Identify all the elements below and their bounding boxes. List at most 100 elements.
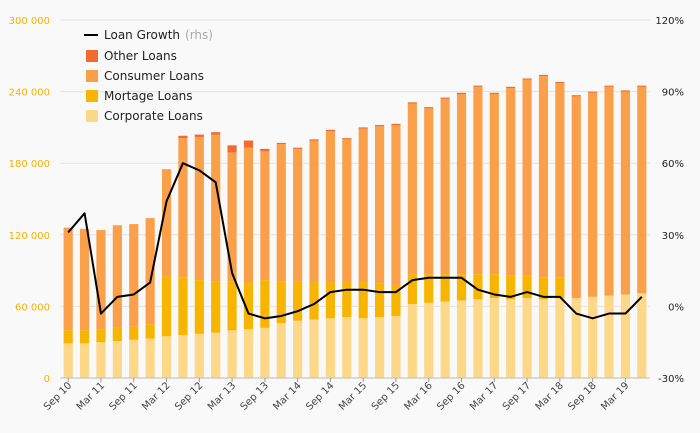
bar-segment-other-loans (358, 127, 368, 129)
bar-segment-other-loans (276, 142, 286, 145)
bar-segment-consumer-loans (555, 83, 565, 278)
bar-segment-mortage-loans (178, 277, 188, 336)
bar-segment-mortage-loans (145, 324, 155, 339)
bar-segment-consumer-loans (211, 134, 221, 282)
x-tick-label: Mar 17 (468, 380, 500, 412)
bar-segment-corporate-loans (358, 318, 368, 378)
bar-segment-mortage-loans (374, 283, 385, 318)
y-tick-label-right: 0% (668, 302, 684, 313)
legend-label-corporate-loans: Corporate Loans (104, 109, 203, 123)
bar-segment-consumer-loans (145, 218, 155, 325)
bar-segment-corporate-loans (194, 333, 204, 378)
legend-label-other-loans: Other Loans (104, 49, 177, 63)
bar-segment-consumer-loans (260, 151, 270, 281)
bar-segment-mortage-loans (456, 274, 467, 301)
bar-segment-other-loans (604, 85, 614, 87)
bar-segment-mortage-loans (358, 282, 368, 319)
bar-segment-corporate-loans (391, 315, 401, 378)
bar-segment-consumer-loans (129, 224, 139, 327)
bar-segment-mortage-loans (342, 282, 352, 318)
y-tick-label-right: -30% (658, 374, 684, 385)
legend-note: (rhs) (185, 28, 213, 42)
x-tick-label: Sep 11 (108, 380, 140, 412)
bar-segment-mortage-loans (63, 330, 73, 344)
bar-segment-consumer-loans (374, 126, 385, 284)
bar-segment-other-loans (555, 82, 565, 84)
legend-swatch-corporate-loans (86, 110, 98, 122)
bar-segment-corporate-loans (424, 302, 434, 378)
stacked-bars (63, 74, 647, 378)
bar-segment-consumer-loans (79, 228, 90, 331)
bar-segment-corporate-loans (456, 300, 467, 378)
x-tick-label: Mar 18 (534, 380, 566, 412)
bar-segment-consumer-loans (276, 144, 286, 282)
bar-segment-consumer-loans (342, 139, 352, 283)
bar-segment-other-loans (391, 123, 401, 126)
bar-segment-mortage-loans (211, 281, 221, 333)
bar-segment-corporate-loans (637, 293, 647, 378)
y-tick-label-right: 30% (662, 231, 684, 242)
bar-segment-mortage-loans (227, 281, 237, 331)
bar-segment-other-loans (473, 85, 483, 87)
bar-segment-consumer-loans (620, 91, 631, 295)
bar-segment-consumer-loans (424, 108, 434, 275)
bar-segment-corporate-loans (620, 294, 631, 378)
bar-segment-consumer-loans (604, 86, 614, 296)
bar-segment-consumer-loans (407, 103, 417, 275)
bar-segment-mortage-loans (276, 281, 286, 324)
y-tick-label-left: 120 000 (9, 231, 50, 242)
x-tick-label: Mar 16 (402, 380, 434, 412)
bar-segment-mortage-loans (506, 275, 516, 300)
y-tick-label-left: 0 (44, 374, 50, 385)
bar-segment-other-loans (637, 85, 647, 87)
bar-segment-mortage-loans (538, 277, 549, 300)
bar-segment-mortage-loans (260, 280, 270, 328)
bar-segment-mortage-loans (79, 330, 90, 344)
bar-segment-mortage-loans (243, 282, 254, 330)
bar-segment-other-loans (342, 138, 352, 140)
bar-segment-other-loans (227, 145, 237, 153)
bar-segment-other-loans (571, 95, 581, 97)
bar-segment-corporate-loans (588, 296, 598, 378)
bar-segment-other-loans (194, 134, 204, 137)
bar-segment-corporate-loans (473, 299, 483, 378)
y-tick-label-left: 240 000 (9, 88, 50, 99)
x-tick-label: Mar 13 (206, 380, 238, 412)
bar-segment-mortage-loans (407, 274, 417, 305)
bar-segment-consumer-loans (112, 225, 122, 328)
y-tick-label-right: 120% (655, 16, 684, 27)
bar-segment-mortage-loans (293, 281, 303, 321)
bar-segment-mortage-loans (424, 274, 434, 303)
bar-segment-corporate-loans (506, 299, 516, 378)
bar-segment-mortage-loans (325, 282, 336, 319)
x-tick-label: Sep 13 (239, 380, 271, 412)
bar-segment-other-loans (178, 135, 188, 139)
bar-segment-other-loans (211, 132, 221, 135)
x-tick-label: Mar 15 (337, 380, 369, 412)
bar-segment-corporate-loans (374, 317, 385, 378)
bar-segment-corporate-loans (342, 317, 352, 378)
bar-segment-other-loans (325, 129, 336, 131)
bar-segment-consumer-loans (358, 128, 368, 283)
bar-segment-corporate-loans (489, 298, 499, 378)
bar-segment-corporate-loans (112, 341, 122, 378)
bar-segment-corporate-loans (161, 336, 172, 378)
bar-segment-consumer-loans (522, 79, 532, 276)
bar-segment-mortage-loans (473, 274, 483, 300)
bar-segment-corporate-loans (538, 299, 549, 378)
bar-segment-other-loans (243, 140, 254, 148)
loan-growth-line-group (67, 162, 643, 320)
legend-swatch-consumer-loans (86, 70, 98, 82)
bar-segment-mortage-loans (391, 284, 401, 316)
bar-segment-consumer-loans (489, 93, 499, 275)
bar-segment-other-loans (620, 90, 631, 92)
bar-segment-consumer-loans (227, 152, 237, 282)
x-tick-label: Sep 10 (42, 380, 74, 412)
x-tick-label: Sep 18 (566, 380, 598, 412)
bar-segment-mortage-loans (555, 277, 565, 299)
bar-segment-consumer-loans (96, 230, 106, 330)
bar-segment-corporate-loans (604, 295, 614, 378)
x-tick-label: Sep 12 (173, 380, 205, 412)
bar-segment-corporate-loans (293, 320, 303, 378)
